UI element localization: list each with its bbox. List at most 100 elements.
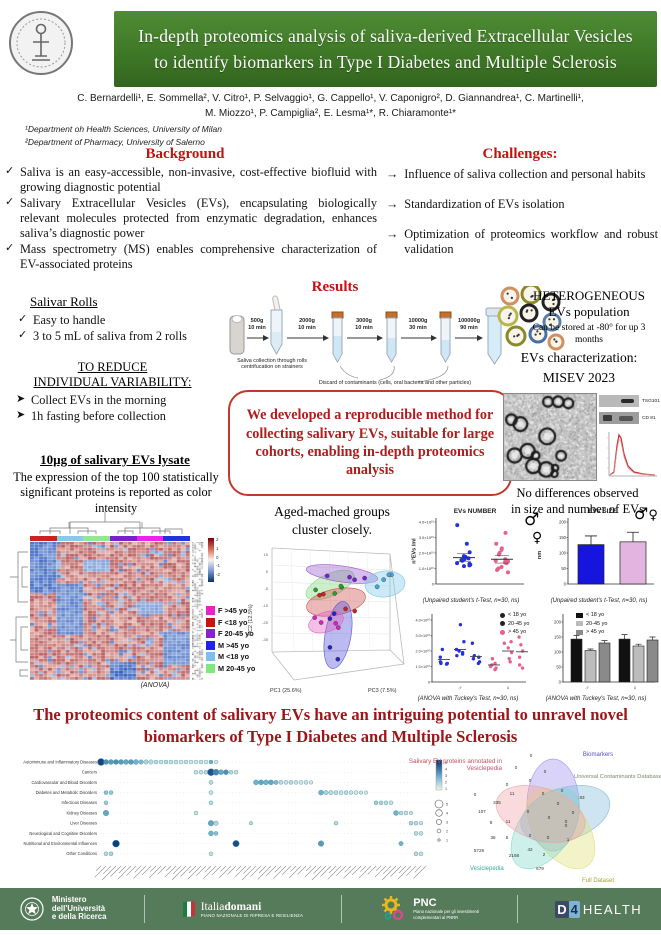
svg-text:PC2 (12.5%): PC2 (12.5%) <box>248 604 254 636</box>
title-line2: to identify biomarkers in Type I Diabete… <box>154 52 617 72</box>
legend-dot <box>500 612 505 618</box>
svg-text:♂: ♂ <box>585 686 590 692</box>
venn-external-label: Salivary EV proteins annotated in Vesicl… <box>408 758 502 772</box>
footer-bar: Ministero dell’Università e della Ricerc… <box>0 888 661 930</box>
male-icon: ♂ <box>634 504 649 523</box>
svg-text:150: 150 <box>554 635 562 640</box>
svg-text:1: 1 <box>567 837 570 842</box>
pnc-logo: PNC Piano nazionale per gli investimenti… <box>379 895 479 923</box>
svg-text:5: 5 <box>506 835 509 840</box>
svg-text:0: 0 <box>529 833 532 838</box>
blot-row: TSG101 <box>599 395 660 407</box>
d4health-logo: D 4 HEALTH <box>555 900 643 918</box>
background-item: ✓ Saliva is an easy-accessible, non-invas… <box>5 165 377 194</box>
rolls-heading: Salivar Rolls <box>30 294 98 309</box>
heatmap-colorbar-ticks: 2 1 0 -1 -2 <box>216 536 220 580</box>
svg-text:4.0×10¹⁰: 4.0×10¹⁰ <box>419 520 435 525</box>
heatmap-group-segment <box>163 536 191 541</box>
svg-text:Neurological and Cognitive Dis: Neurological and Cognitive Disorders <box>29 831 97 836</box>
age-scatter-legend-item: > 45 yo <box>500 629 529 635</box>
lysate-heading: 10µg of salivary EVs lysate <box>40 452 190 467</box>
svg-text:Autoimmune and Inflammatory Di: Autoimmune and Inflammatory Diseases <box>23 759 97 764</box>
pnc-text: PNC Piano nazionale per gli investimenti… <box>413 897 479 920</box>
svg-text:Other Conditions: Other Conditions <box>66 851 97 856</box>
blot-label: TSG101 <box>642 398 660 404</box>
svg-text:15: 15 <box>264 552 269 557</box>
svg-text:-5: -5 <box>264 586 268 591</box>
challenge-item: → Influence of saliva collection and pers… <box>386 167 646 181</box>
number-chart-caption: (Unpaired student's t-Test, n=30, ns) <box>422 598 520 604</box>
legend-swatch <box>576 629 583 635</box>
svg-text:1.0×10¹⁰: 1.0×10¹⁰ <box>415 665 430 669</box>
svg-text:4: 4 <box>445 768 447 772</box>
svg-text:50: 50 <box>561 566 566 571</box>
heatmap-legend: F >45 yo F <18 yo F 20-45 yo M >45 yo M <18 … <box>206 606 255 675</box>
age-scatter-legend: < 18 yo 20-45 yo > 45 yo <box>500 612 529 638</box>
heatmap-caption: (ANOVA) <box>140 682 170 689</box>
svg-text:100: 100 <box>554 650 562 655</box>
pca-caption: Aged-mached groups cluster closely. <box>274 504 390 538</box>
heatmap-group-segment <box>30 536 57 541</box>
background-heading: Background <box>145 146 225 162</box>
svg-text:0: 0 <box>559 680 562 685</box>
svg-text:Diabetes and Metabolic Disorde: Diabetes and Metabolic Disorders <box>36 790 97 795</box>
characterization-heading: EVs characterization: MISEV 2023 <box>520 350 638 386</box>
size-distribution-curve <box>607 432 657 477</box>
svg-text:0: 0 <box>530 753 533 758</box>
svg-text:4: 4 <box>446 812 448 816</box>
age-bars-legend-item: 20-45 yo <box>576 621 607 627</box>
heatmap-legend-item: M >45 yo <box>206 640 255 650</box>
rolls-item: ✓ Easy to handle <box>18 313 106 327</box>
colorbar-tick: -1 <box>216 563 221 569</box>
svg-text:0: 0 <box>564 582 567 587</box>
svg-text:2.0×10¹⁰: 2.0×10¹⁰ <box>419 551 435 556</box>
colorbar-tick: -2 <box>216 572 221 578</box>
svg-text:-35: -35 <box>262 637 269 642</box>
svg-text:Liver Diseases: Liver Diseases <box>70 821 97 826</box>
svg-text:PC1 (25.6%): PC1 (25.6%) <box>270 688 302 694</box>
blot-band-image <box>599 412 639 424</box>
title-line1: In-depth proteomics analysis of saliva-d… <box>138 25 633 46</box>
svg-text:Nutritional and Environmental: Nutritional and Environmental Influences <box>23 841 97 846</box>
legend-swatch <box>206 652 215 661</box>
heatmap-group-segment <box>83 536 111 541</box>
background-item: ✓ Salivary Extracellular Vesicles (EVs), … <box>5 196 377 240</box>
authors-line1: C. Bernardelli¹, E. Sommella², V. Citro¹… <box>77 93 584 104</box>
variability-list: ➤ Collect EVs in the morning ➤ 1h fasting … <box>16 393 231 425</box>
heatmap-group-colorbar <box>30 536 191 541</box>
heatmap-image <box>30 542 190 680</box>
background-item: ✓ Mass spectrometry (MS) enables comprehe… <box>5 242 377 271</box>
size-chart-title: EVs SIZE <box>588 508 617 515</box>
svg-text:3: 3 <box>446 821 448 825</box>
variability-item: ➤ Collect EVs in the morning <box>16 393 167 407</box>
blot-band-image <box>599 395 639 407</box>
check-icon: ✓ <box>18 329 28 341</box>
svg-text:4.0×10¹⁰: 4.0×10¹⁰ <box>415 619 430 623</box>
age-bar-chart: 200 150 100 50 0 ♂ ♀ <box>554 614 659 692</box>
svg-text:1: 1 <box>446 839 448 843</box>
chevron-bullet-icon: ➤ <box>16 393 26 405</box>
affiliation-1: ¹Department oh Health Sciences, Universi… <box>25 124 222 134</box>
svg-text:0: 0 <box>572 810 575 815</box>
disease-dotplot-chart: Autoimmune and Inflammatory Diseases Canc… <box>23 758 448 881</box>
size-chart-caption: (Unpaired student's t-Test, n=30, ns) <box>550 598 648 604</box>
workflow-step-label: 100000g 90 min <box>457 318 481 331</box>
age-scatter-chart: 4.0×10¹⁰ 3.0×10¹⁰ 2.0×10¹⁰ 1.0×10¹⁰ 0 ♂ ♀ <box>415 614 528 692</box>
svg-text:2: 2 <box>446 830 448 834</box>
gender-icons: ♂ ♀ <box>524 512 542 546</box>
colorbar-tick: 0 <box>216 554 219 560</box>
background-list: ✓ Saliva is an easy-accessible, non-invas… <box>5 165 377 273</box>
western-blots: TSG101 CD 81 <box>599 395 660 429</box>
svg-text:Universal Contaminants Databas: Universal Contaminants Database <box>574 774 661 780</box>
size-chart-ylabel: nm <box>537 550 544 560</box>
svg-text:83: 83 <box>579 795 585 800</box>
rolls-item: ✓ 3 to 5 mL of saliva from 2 rolls <box>18 329 187 343</box>
heatmap-group-segment <box>56 536 84 541</box>
ev-vesicles-icon <box>497 286 565 351</box>
heatmap-top-dendrogram <box>39 512 183 534</box>
workflow-caption-left: Saliva collection through rolls centrifu… <box>237 358 307 371</box>
svg-text:100: 100 <box>559 551 567 556</box>
svg-text:1: 1 <box>445 787 447 791</box>
svg-text:0: 0 <box>432 582 435 587</box>
